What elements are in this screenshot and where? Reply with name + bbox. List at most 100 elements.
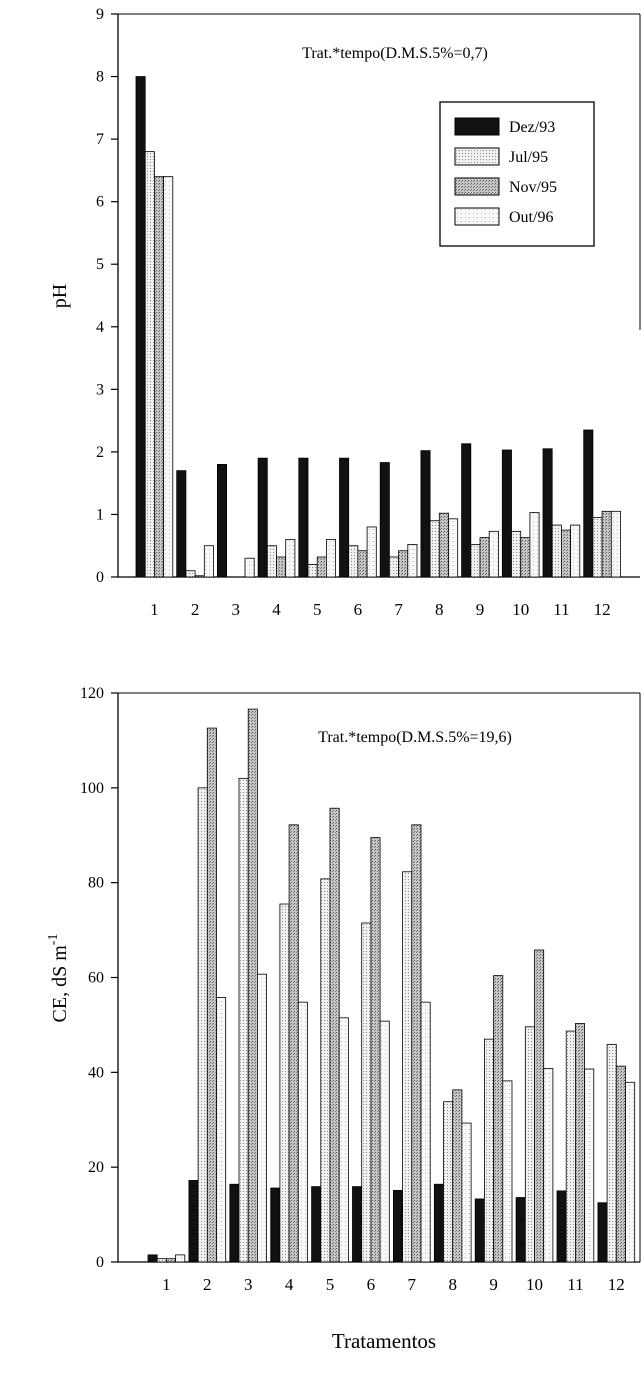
ph-y-tick-label: 5 [96, 256, 104, 273]
ce-bar-out96-1 [175, 1254, 186, 1263]
ph-bar-nov95-1 [153, 176, 164, 578]
ce-bar-out96-6 [379, 1020, 390, 1263]
ce-bar-out96-2 [216, 997, 227, 1263]
ce-bar-dez93-9 [474, 1198, 485, 1263]
ph-bar-jul95-8 [429, 520, 440, 578]
ph-x-tick-label: 12 [594, 600, 611, 619]
ph-bar-nov95-12 [601, 510, 612, 578]
ce-x-tick-label: 5 [326, 1275, 335, 1294]
ph-bar-nov95-11 [561, 529, 572, 578]
ph-bar-dez93-11 [542, 448, 553, 578]
ce-bar-out96-3 [256, 973, 267, 1263]
ce-bar-out96-12 [625, 1081, 636, 1263]
ce-bar-nov95-5 [329, 807, 340, 1263]
ph-x-tick-label: 11 [553, 600, 569, 619]
ce-bar-nov95-8 [452, 1089, 463, 1263]
ph-bar-jul95-10 [511, 530, 522, 578]
ce-bar-nov95-4 [288, 824, 299, 1263]
ph-bar-jul95-12 [592, 517, 603, 578]
ce-bar-jul95-6 [361, 922, 372, 1263]
ce-bar-jul95-1 [156, 1258, 167, 1263]
ce-bar-nov95-10 [534, 949, 545, 1263]
ph-x-tick-label: 1 [150, 600, 159, 619]
legend-swatch-out96 [454, 207, 500, 226]
ce-y-tick-label: 40 [88, 1064, 104, 1081]
ph-bar-dez93-7 [379, 462, 390, 578]
ce-annotation: Trat.*tempo(D.M.S.5%=19,6) [318, 729, 512, 746]
ph-bar-out96-9 [488, 530, 499, 578]
ce-bar-out96-4 [297, 1001, 308, 1263]
ce-bar-dez93-4 [270, 1187, 281, 1263]
ph-x-tick-label: 3 [232, 600, 241, 619]
ce-y-tick-label: 60 [88, 970, 104, 987]
ph-bar-nov95-6 [357, 550, 368, 578]
ph-legend: Dez/93 Jul/95 Nov/95 Out/96 [439, 101, 595, 247]
ph-bar-dez93-5 [298, 457, 309, 578]
ce-bar-dez93-6 [352, 1186, 363, 1263]
ce-bar-dez93-1 [147, 1254, 158, 1263]
ce-bar-out96-11 [584, 1068, 595, 1263]
ce-y-tick-label: 120 [80, 685, 104, 702]
ce-bar-jul95-7 [402, 871, 413, 1263]
ce-bar-dez93-3 [229, 1183, 240, 1263]
ph-bar-dez93-3 [216, 463, 227, 578]
ce-bar-jul95-11 [565, 1030, 576, 1263]
ce-bar-nov95-12 [615, 1065, 626, 1263]
legend-item-jul95: Jul/95 [454, 147, 548, 166]
ce-bar-out96-5 [338, 1017, 349, 1263]
ph-bar-jul95-11 [551, 524, 562, 578]
ce-x-tick-label: 8 [448, 1275, 457, 1294]
ph-bar-out96-5 [325, 539, 336, 578]
ph-bar-nov95-9 [479, 537, 490, 578]
ph-bar-dez93-9 [461, 443, 472, 578]
ph-y-tick-label: 9 [96, 6, 104, 23]
legend-item-out96: Out/96 [454, 207, 553, 226]
ce-x-tick-label: 1 [162, 1275, 171, 1294]
ce-bar-jul95-12 [606, 1043, 617, 1263]
ce-x-ticks: 1 2 3 4 5 6 7 8 9 10 11 12 [162, 1275, 625, 1294]
ce-x-tick-label: 9 [489, 1275, 498, 1294]
ph-annotation: Trat.*tempo(D.M.S.5%=0,7) [302, 45, 488, 62]
ce-x-tick-label: 11 [567, 1275, 583, 1294]
ph-bar-nov95-7 [398, 550, 409, 578]
ce-y-axis-label-main: CE, dS m [49, 945, 71, 1023]
legend-label-dez93: Dez/93 [509, 119, 555, 136]
ph-x-tick-label: 10 [512, 600, 529, 619]
ce-bar-nov95-6 [370, 837, 381, 1263]
ce-bar-nov95-11 [575, 1023, 586, 1263]
ce-x-axis-label: Tratamentos [332, 1329, 436, 1353]
ce-bar-jul95-4 [279, 903, 290, 1263]
ph-bar-nov95-10 [520, 537, 531, 578]
ph-x-tick-label: 8 [435, 600, 444, 619]
ce-bar-nov95-3 [247, 708, 258, 1263]
ce-bar-out96-7 [420, 1001, 431, 1263]
ce-bar-nov95-1 [165, 1258, 176, 1263]
ph-y-tick-label: 6 [96, 194, 104, 211]
ph-bar-out96-1 [163, 176, 174, 578]
ce-y-tick-label: 100 [80, 780, 104, 797]
ce-x-tick-label: 10 [526, 1275, 543, 1294]
ph-bar-dez93-8 [420, 450, 431, 578]
ph-x-tick-label: 4 [272, 600, 281, 619]
legend-label-jul95: Jul/95 [509, 149, 548, 166]
ce-bar-dez93-11 [556, 1190, 567, 1263]
ce-bar-jul95-9 [483, 1038, 494, 1263]
ph-bar-dez93-1 [135, 76, 146, 578]
ph-y-tick-label: 2 [96, 444, 104, 461]
ph-x-tick-label: 6 [354, 600, 363, 619]
ph-x-tick-label: 7 [394, 600, 403, 619]
ph-bar-out96-2 [203, 545, 214, 578]
ph-x-ticks: 1 2 3 4 5 6 7 8 9 10 11 12 [150, 600, 610, 619]
ce-bar-dez93-10 [515, 1197, 526, 1263]
ce-x-tick-label: 7 [408, 1275, 417, 1294]
ph-bar-dez93-6 [339, 457, 350, 578]
ph-bar-jul95-6 [348, 545, 359, 578]
ce-y-tick-label: 20 [88, 1159, 104, 1176]
ce-bar-jul95-5 [320, 878, 331, 1263]
ph-chart-axes [117, 13, 641, 578]
ph-bar-out96-10 [529, 512, 540, 578]
ce-bar-out96-8 [461, 1122, 472, 1263]
legend-swatch-jul95 [454, 147, 500, 166]
